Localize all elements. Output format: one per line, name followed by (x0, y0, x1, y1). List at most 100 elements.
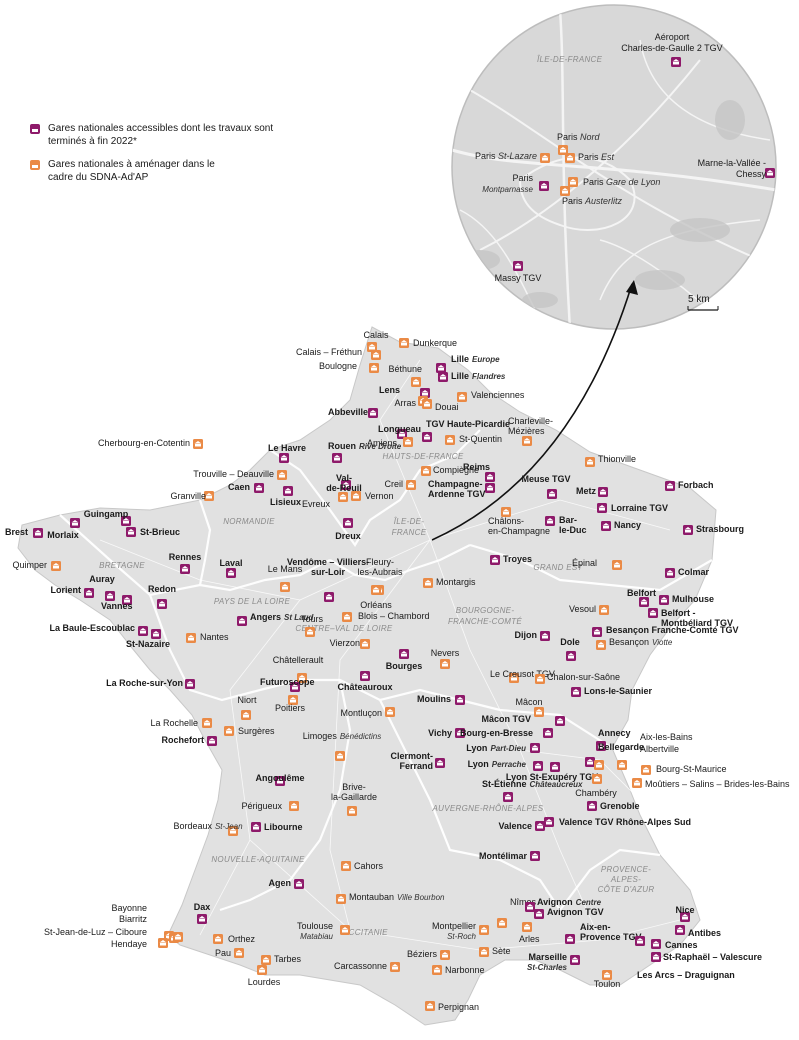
station-icon-beziers[interactable] (440, 950, 450, 960)
inset-station-icon-massy[interactable] (513, 261, 523, 271)
station-icon-montlucon[interactable] (385, 707, 395, 717)
station-icon-sete[interactable] (479, 947, 489, 957)
station-icon-dunkerque[interactable] (399, 338, 409, 348)
station-icon-epinal[interactable] (612, 560, 622, 570)
station-icon-poitiers[interactable] (288, 695, 298, 705)
station-icon-angers[interactable] (237, 616, 247, 626)
station-icon-meusetgv[interactable] (547, 489, 557, 499)
station-icon-dole[interactable] (566, 651, 576, 661)
station-icon-troyes[interactable] (490, 555, 500, 565)
inset-station-icon-plyon[interactable] (568, 177, 578, 187)
station-icon-dreux[interactable] (343, 518, 353, 528)
station-icon-lillefl[interactable] (438, 372, 448, 382)
inset-station-icon-pnord[interactable] (558, 145, 568, 155)
station-icon-douai[interactable] (422, 399, 432, 409)
station-icon-agen[interactable] (294, 879, 304, 889)
station-icon-libourne[interactable] (251, 822, 261, 832)
station-icon-auray[interactable] (105, 591, 115, 601)
station-icon-orthez[interactable] (213, 934, 223, 944)
station-icon-chatellerault[interactable] (297, 673, 307, 683)
station-icon-vernon[interactable] (351, 491, 361, 501)
station-icon-rennes[interactable] (180, 564, 190, 574)
station-icon-tgvhp[interactable] (422, 432, 432, 442)
station-icon-barleduc[interactable] (545, 516, 555, 526)
station-icon-creil[interactable] (406, 480, 416, 490)
inset-station-icon-pest[interactable] (565, 153, 575, 163)
station-icon-stnazaire[interactable] (151, 629, 161, 639)
station-icon-lisieux[interactable] (283, 486, 293, 496)
station-icon-lilleeu[interactable] (436, 363, 446, 373)
inset-station-icon-cdg2[interactable] (671, 57, 681, 67)
station-icon-stbrieuc[interactable] (126, 527, 136, 537)
station-icon-perigueux[interactable] (289, 801, 299, 811)
station-icon-champardenne[interactable] (485, 483, 495, 493)
inset-station-icon-mlvc[interactable] (765, 168, 775, 178)
station-icon-evreux[interactable] (338, 492, 348, 502)
station-icon-narbonne[interactable] (432, 965, 442, 975)
station-icon-hendaye[interactable] (158, 938, 168, 948)
station-icon-chateauroux[interactable] (360, 671, 370, 681)
station-icon-vannes[interactable] (122, 595, 132, 605)
station-icon-calais[interactable] (367, 342, 377, 352)
station-icon-charleville[interactable] (522, 436, 532, 446)
station-icon-nevers[interactable] (440, 659, 450, 669)
station-icon-laval[interactable] (226, 568, 236, 578)
station-icon-trouville[interactable] (277, 470, 287, 480)
station-icon-strasbourg[interactable] (683, 525, 693, 535)
station-icon-tarbes[interactable] (261, 955, 271, 965)
station-icon-chambery[interactable] (592, 774, 602, 784)
station-icon-angouleme[interactable] (275, 776, 285, 786)
station-icon-mulhouse[interactable] (659, 595, 669, 605)
station-icon-cahors[interactable] (341, 861, 351, 871)
station-icon-dijon[interactable] (540, 631, 550, 641)
station-icon-montpellier[interactable] (479, 925, 489, 935)
station-icon-clermont[interactable] (435, 758, 445, 768)
station-icon-longueau[interactable] (397, 429, 407, 439)
station-icon-toulon[interactable] (602, 970, 612, 980)
station-icon-nice[interactable] (680, 912, 690, 922)
station-icon-vendome[interactable] (324, 592, 334, 602)
station-icon-nancy[interactable] (601, 521, 611, 531)
station-icon-bourgenbresse[interactable] (543, 728, 553, 738)
station-icon-reims[interactable] (485, 472, 495, 482)
station-icon-avignonc[interactable] (525, 902, 535, 912)
station-icon-brive[interactable] (347, 806, 357, 816)
station-icon-toulouse[interactable] (340, 925, 350, 935)
station-icon-compiegne[interactable] (421, 466, 431, 476)
station-icon-valencetgv[interactable] (544, 817, 554, 827)
station-icon-chalonss[interactable] (535, 674, 545, 684)
station-icon-larochelle[interactable] (202, 718, 212, 728)
station-icon-forbach[interactable] (665, 481, 675, 491)
station-icon-orleans[interactable] (371, 585, 381, 595)
station-icon-macontgv[interactable] (555, 716, 565, 726)
station-icon-arles[interactable] (522, 922, 532, 932)
station-icon-bordeaux[interactable] (228, 826, 238, 836)
station-icon-montauban[interactable] (336, 894, 346, 904)
station-icon-lonslesaunier[interactable] (571, 687, 581, 697)
station-icon-aixlesbains[interactable] (594, 760, 604, 770)
station-icon-limoges[interactable] (335, 751, 345, 761)
station-icon-lorient[interactable] (84, 588, 94, 598)
station-icon-caen[interactable] (254, 483, 264, 493)
inset-station-icon-paust[interactable] (560, 186, 570, 196)
station-icon-surgeres[interactable] (224, 726, 234, 736)
station-icon-antibes[interactable] (675, 925, 685, 935)
station-icon-lens[interactable] (420, 388, 430, 398)
station-icon-lyonperrache[interactable] (533, 761, 543, 771)
station-icon-montargis[interactable] (423, 578, 433, 588)
station-icon-bethune[interactable] (411, 377, 421, 387)
station-icon-chalons[interactable] (501, 507, 511, 517)
station-icon-besancontgv[interactable] (592, 627, 602, 637)
station-icon-boulogne[interactable] (369, 363, 379, 373)
station-icon-belfort[interactable] (639, 597, 649, 607)
station-icon-colmar[interactable] (665, 568, 675, 578)
station-icon-lyonstex[interactable] (550, 762, 560, 772)
station-icon-metz[interactable] (598, 487, 608, 497)
station-icon-abbeville[interactable] (368, 408, 378, 418)
station-icon-redon[interactable] (157, 599, 167, 609)
inset-station-icon-pmont[interactable] (539, 181, 549, 191)
station-icon-grenoble[interactable] (587, 801, 597, 811)
station-icon-granville[interactable] (204, 491, 214, 501)
station-icon-bourges[interactable] (399, 649, 409, 659)
station-icon-thionville[interactable] (585, 457, 595, 467)
